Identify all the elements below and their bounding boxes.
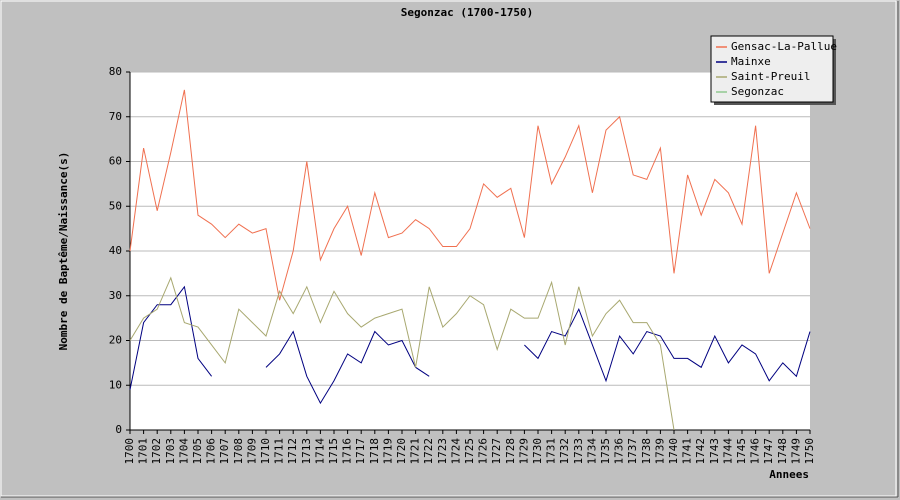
- x-tick-label: 1738: [640, 438, 653, 465]
- x-tick-label: 1745: [735, 438, 748, 465]
- x-tick-label: 1718: [368, 438, 381, 465]
- x-tick-label: 1734: [585, 438, 598, 465]
- x-tick-label: 1735: [599, 438, 612, 465]
- x-tick-label: 1715: [327, 438, 340, 465]
- x-tick-label: 1709: [245, 438, 258, 465]
- legend-label: Saint-Preuil: [731, 70, 810, 83]
- x-tick-label: 1729: [517, 438, 530, 465]
- x-tick-label: 1721: [409, 438, 422, 465]
- x-tick-label: 1736: [613, 438, 626, 465]
- x-tick-label: 1704: [177, 438, 190, 465]
- x-tick-label: 1750: [803, 438, 816, 465]
- y-tick-label: 10: [109, 378, 122, 391]
- chart-title: Segonzac (1700-1750): [401, 6, 533, 19]
- x-tick-label: 1732: [558, 438, 571, 465]
- y-tick-label: 30: [109, 289, 122, 302]
- legend-label: Gensac-La-Pallue: [731, 40, 837, 53]
- legend-label: Mainxe: [731, 55, 771, 68]
- x-tick-label: 1719: [381, 438, 394, 465]
- series-line: [129, 89, 811, 301]
- x-tick-label: 1705: [191, 438, 204, 465]
- x-tick-label: 1748: [776, 438, 789, 465]
- x-tick-label: 1714: [313, 438, 326, 465]
- x-tick-label: 1727: [490, 438, 503, 465]
- y-tick-label: 40: [109, 244, 122, 257]
- x-tick-label: 1725: [463, 438, 476, 465]
- y-tick-label: 0: [115, 423, 122, 436]
- x-tick-label: 1726: [477, 438, 490, 465]
- series-line: [129, 276, 675, 431]
- x-tick-label: 1711: [273, 438, 286, 465]
- legend-label: Segonzac: [731, 85, 784, 98]
- x-tick-label: 1737: [626, 438, 639, 465]
- x-tick-label: 1710: [259, 438, 272, 465]
- legend: [710, 35, 834, 103]
- x-tick-label: 1708: [232, 438, 245, 465]
- x-tick-label: 1723: [436, 438, 449, 465]
- y-tick-label: 80: [109, 65, 122, 78]
- x-tick-label: 1742: [694, 438, 707, 465]
- x-tick-label: 1747: [762, 438, 775, 465]
- y-tick-label: 60: [109, 155, 122, 168]
- x-tick-label: 1707: [218, 438, 231, 465]
- x-tick-label: 1744: [721, 438, 734, 465]
- y-tick-label: 20: [109, 334, 122, 347]
- x-tick-label: 1733: [572, 438, 585, 465]
- x-tick-label: 1731: [545, 438, 558, 465]
- y-tick-label: 50: [109, 199, 122, 212]
- y-axis-label: Nombre de Baptême/Naissance(s): [57, 152, 70, 351]
- x-tick-label: 1740: [667, 438, 680, 465]
- x-tick-label: 1728: [504, 438, 517, 465]
- x-tick-label: 1720: [395, 438, 408, 465]
- x-tick-label: 1702: [150, 438, 163, 465]
- x-tick-label: 1741: [681, 438, 694, 465]
- x-tick-label: 1746: [749, 438, 762, 465]
- x-tick-label: 1743: [708, 438, 721, 465]
- x-tick-label: 1749: [789, 438, 802, 465]
- x-tick-label: 1730: [531, 438, 544, 465]
- x-tick-label: 1716: [341, 438, 354, 465]
- x-tick-label: 1701: [137, 438, 150, 465]
- y-tick-label: 70: [109, 110, 122, 123]
- x-tick-label: 1739: [653, 438, 666, 465]
- x-tick-label: 1724: [449, 438, 462, 465]
- x-tick-label: 1706: [205, 438, 218, 465]
- x-tick-label: 1700: [123, 438, 136, 465]
- x-tick-label: 1717: [354, 438, 367, 465]
- x-tick-label: 1703: [164, 438, 177, 465]
- series-line: [129, 285, 811, 405]
- x-axis-label: Annees: [769, 468, 809, 481]
- x-tick-label: 1713: [300, 438, 313, 465]
- x-tick-label: 1722: [422, 438, 435, 465]
- x-tick-label: 1712: [286, 438, 299, 465]
